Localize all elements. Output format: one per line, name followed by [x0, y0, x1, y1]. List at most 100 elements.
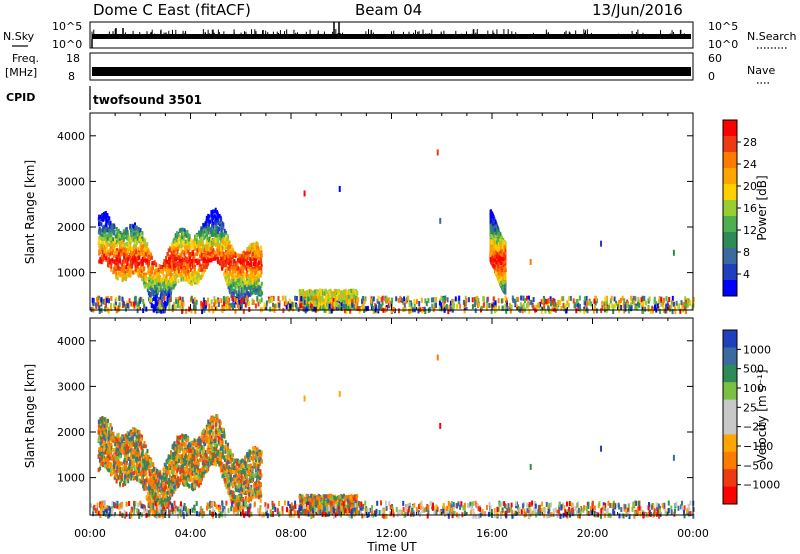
power-echo-cell — [255, 290, 257, 295]
power-echo-cell — [136, 236, 139, 241]
power-echo-cell — [260, 253, 263, 258]
power-echo-cell — [177, 279, 180, 284]
power-echo-cell — [102, 244, 105, 249]
power-echo-cell — [260, 284, 263, 289]
power-echo-cell — [130, 251, 132, 256]
power-echo-cell — [342, 292, 345, 297]
power-echo-cell — [133, 249, 135, 254]
power-echo-cell — [129, 273, 132, 278]
power-echo-cell — [325, 293, 328, 298]
power-echo-cell — [222, 251, 225, 256]
power-echo-cell — [238, 266, 241, 271]
power-echo-cell — [199, 247, 202, 252]
power-echo-cell — [228, 276, 231, 281]
power-echo-cell — [225, 262, 227, 267]
power-echo-cell — [185, 277, 187, 282]
power-echo-cell — [121, 263, 123, 268]
power-echo-cell — [225, 237, 228, 242]
power-echo-cell — [164, 267, 167, 272]
power-echo-cell — [105, 241, 107, 246]
power-echo-cell — [125, 277, 127, 282]
power-echo-cell — [200, 236, 202, 241]
power-echo-cell — [194, 242, 197, 247]
power-echo-cell — [225, 241, 228, 246]
power-echo-cell — [254, 253, 257, 258]
power-echo-cell — [192, 244, 195, 249]
power-echo-cell — [236, 283, 239, 288]
power-echo-cell — [219, 259, 222, 264]
power-echo-cell — [129, 223, 132, 228]
power-echo-cell — [117, 251, 120, 256]
power-echo-cell — [205, 231, 208, 236]
power-echo-cell — [169, 278, 172, 283]
power-echo-cell — [181, 269, 184, 274]
power-echo-cell — [111, 259, 113, 264]
power-echo-cell — [195, 280, 198, 285]
power-echo-cell — [257, 281, 260, 286]
power-echo-cell — [227, 261, 230, 266]
power-echo-cell — [198, 266, 201, 271]
power-echo-cell — [122, 252, 125, 257]
power-echo-cell — [103, 224, 106, 229]
power-echo-cell — [111, 250, 114, 255]
power-echo-cell — [248, 246, 251, 251]
power-echo-cell — [251, 257, 254, 261]
power-echo-cell — [142, 254, 145, 259]
power-echo-cell — [232, 282, 235, 287]
power-echo-cell — [353, 297, 356, 302]
power-echo-cell — [260, 260, 263, 265]
power-echo-cell — [110, 239, 113, 244]
power-echo-cell — [245, 289, 248, 294]
power-echo-cell — [242, 274, 245, 279]
power-echo-cell — [194, 258, 197, 263]
power-echo-cell — [123, 276, 126, 281]
power-echo-cell — [171, 272, 174, 277]
power-echo-cell — [102, 215, 105, 220]
power-echo-cell — [111, 226, 114, 231]
nave-tick-top: 60 — [708, 52, 722, 65]
power-echo-cell — [244, 265, 247, 269]
power-echo-cell — [203, 229, 206, 234]
power-echo-cell — [353, 294, 356, 299]
power-echo-cell — [217, 213, 220, 218]
power-echo-cell — [188, 279, 190, 284]
power-echo-cell — [174, 242, 177, 247]
power-echo-cell — [330, 299, 333, 304]
power-echo-cell — [252, 272, 255, 276]
power-echo-cell — [108, 221, 110, 226]
beam-title: Beam 04 — [355, 1, 422, 19]
power-echo-cell — [253, 281, 255, 286]
power-echo-cell — [177, 233, 180, 238]
power-echo-cell — [147, 248, 150, 253]
power-echo-cell — [150, 269, 153, 274]
power-echo-cell — [220, 233, 223, 238]
power-echo-cell — [177, 255, 180, 260]
power-echo-cell — [108, 216, 111, 221]
power-echo-cell — [173, 267, 176, 272]
power-echo-cell — [204, 267, 207, 272]
power-echo-cell — [105, 252, 107, 257]
power-echo-cell — [122, 248, 125, 252]
power-echo-cell — [181, 257, 184, 261]
power-echo-cell — [141, 231, 144, 236]
power-echo-cell — [225, 253, 228, 258]
power-echo-cell — [199, 242, 202, 247]
power-echo-cell — [211, 239, 214, 244]
power-echo-cell — [253, 276, 256, 281]
power-echo-cell — [225, 267, 228, 271]
power-echo-cell — [130, 228, 133, 233]
power-echo-cell — [236, 262, 239, 267]
power-echo-cell — [236, 253, 239, 258]
power-echo-cell — [185, 248, 188, 253]
power-echo-cell — [260, 270, 263, 275]
power-echo-cell — [195, 245, 198, 249]
power-echo-cell — [138, 267, 141, 272]
power-echo-cell — [183, 228, 186, 233]
power-echo-cell — [227, 254, 230, 259]
power-echo-cell — [198, 230, 201, 235]
power-echo-cell — [204, 264, 207, 269]
date-title: 13/Jun/2016 — [592, 1, 683, 19]
power-echo-cell — [186, 260, 189, 265]
power-echo-cell — [133, 245, 136, 249]
power-echo-cell — [122, 234, 125, 238]
